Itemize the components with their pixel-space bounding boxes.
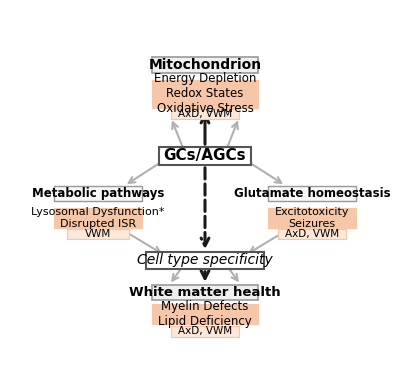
Text: Mitochondrion: Mitochondrion [148, 58, 262, 72]
FancyBboxPatch shape [67, 229, 129, 239]
FancyBboxPatch shape [146, 252, 264, 269]
FancyBboxPatch shape [158, 147, 252, 165]
Text: Energy Depletion
Redox States
Oxidative Stress: Energy Depletion Redox States Oxidative … [154, 73, 256, 115]
Text: Cell type specificity: Cell type specificity [137, 254, 273, 267]
Text: Metabolic pathways: Metabolic pathways [32, 187, 164, 200]
FancyBboxPatch shape [152, 284, 258, 300]
Text: Myelin Defects
Lipid Deficiency: Myelin Defects Lipid Deficiency [158, 300, 252, 328]
Text: AxD, VWM: AxD, VWM [178, 109, 232, 119]
FancyBboxPatch shape [152, 57, 258, 73]
FancyBboxPatch shape [171, 109, 239, 119]
Text: VWM: VWM [85, 229, 111, 239]
Text: AxD, VWM: AxD, VWM [178, 327, 232, 337]
FancyBboxPatch shape [278, 229, 346, 239]
FancyBboxPatch shape [54, 186, 142, 201]
FancyBboxPatch shape [152, 80, 258, 108]
FancyBboxPatch shape [54, 208, 142, 227]
Text: AxD, VWM: AxD, VWM [285, 229, 339, 239]
Text: White matter health: White matter health [129, 286, 281, 299]
Text: GCs/AGCs: GCs/AGCs [164, 149, 246, 164]
FancyBboxPatch shape [268, 208, 356, 227]
Text: Glutamate homeostasis: Glutamate homeostasis [234, 187, 390, 200]
FancyBboxPatch shape [171, 326, 239, 337]
Text: Lysosomal Dysfunction*
Disrupted ISR: Lysosomal Dysfunction* Disrupted ISR [31, 207, 165, 229]
Text: Excitotoxicity
Seizures: Excitotoxicity Seizures [275, 207, 349, 229]
FancyBboxPatch shape [152, 304, 258, 323]
FancyBboxPatch shape [268, 186, 356, 201]
